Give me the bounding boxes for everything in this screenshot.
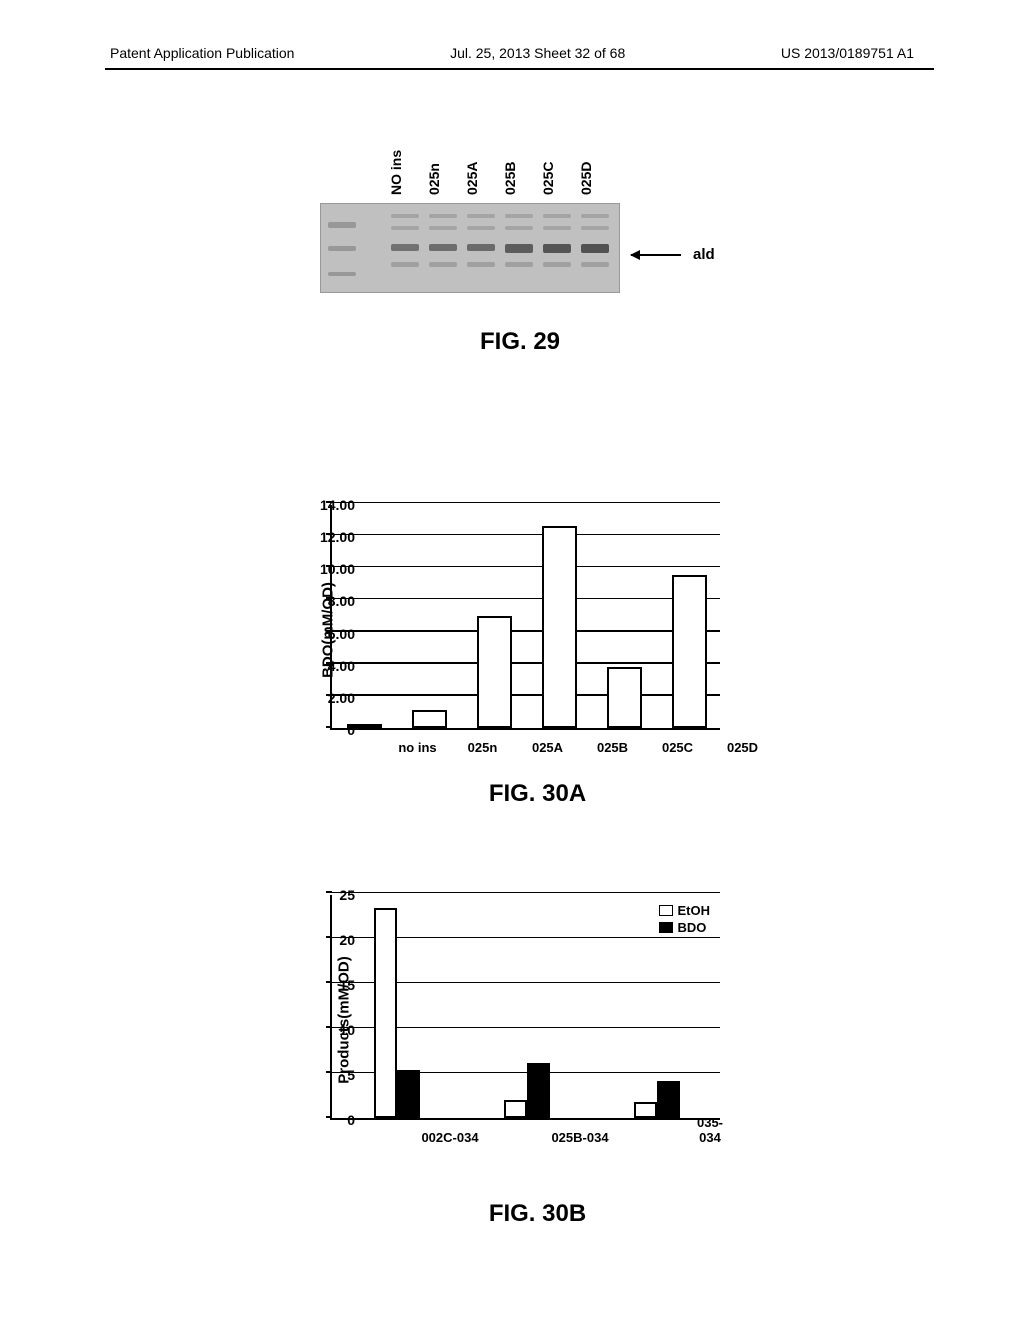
ald-arrow: ald xyxy=(631,246,715,263)
gel-label: 025n xyxy=(426,140,464,195)
legend-swatch xyxy=(659,905,673,916)
ald-label: ald xyxy=(693,246,715,263)
plot-30a xyxy=(330,505,720,730)
x-label: 025B-034 xyxy=(551,1130,608,1145)
y-tick-label: 14.00 xyxy=(320,497,355,513)
legend-item: EtOH xyxy=(659,903,711,918)
bar xyxy=(657,1081,680,1118)
gel-label: NO ins xyxy=(388,140,426,195)
y-tick-label: 4.00 xyxy=(328,658,355,674)
x-label: 025A xyxy=(532,740,563,755)
gel-lane-labels: NO ins025n025A025B025C025D xyxy=(388,140,720,195)
x-label: 035-034 xyxy=(690,1115,730,1145)
x-label: 025C xyxy=(662,740,693,755)
x-label: 002C-034 xyxy=(421,1130,478,1145)
x-label: 025D xyxy=(727,740,758,755)
y-tick-label: 25 xyxy=(339,887,355,903)
legend-30b: EtOH BDO xyxy=(659,903,711,937)
bar xyxy=(504,1100,527,1118)
x-label: 025n xyxy=(468,740,498,755)
y-tick-label: 12.00 xyxy=(320,529,355,545)
legend-swatch xyxy=(659,922,673,933)
bar xyxy=(672,575,708,728)
bar xyxy=(634,1102,657,1118)
figure-30b: Products(mM/OD) EtOHBDO 0510152025 002C-… xyxy=(275,880,745,1228)
gel-image: ald xyxy=(320,203,620,293)
fig30a-title: FIG. 30A xyxy=(330,780,745,808)
gel-label: 025A xyxy=(464,140,502,195)
figure-29: NO ins025n025A025B025C025D ald FIG. 29 xyxy=(320,140,720,356)
fig29-title: FIG. 29 xyxy=(320,328,720,356)
header-center: Jul. 25, 2013 Sheet 32 of 68 xyxy=(450,45,625,61)
header-right: US 2013/0189751 A1 xyxy=(781,45,914,61)
bar xyxy=(607,667,643,728)
bar xyxy=(477,616,513,729)
y-tick-label: 10 xyxy=(339,1022,355,1038)
bar xyxy=(397,1070,420,1118)
gridline xyxy=(332,566,720,568)
gel-lane xyxy=(465,204,497,292)
legend-item: BDO xyxy=(659,920,711,935)
gridline xyxy=(332,502,720,504)
y-tick-label: 15 xyxy=(339,977,355,993)
chart-30b: Products(mM/OD) EtOHBDO 0510152025 002C-… xyxy=(330,880,750,1160)
gel-label: 025D xyxy=(578,140,616,195)
header-left: Patent Application Publication xyxy=(110,45,294,61)
arrow-line xyxy=(631,254,681,256)
x-label: no ins xyxy=(398,740,436,755)
fig30b-title: FIG. 30B xyxy=(330,1200,745,1228)
gridline xyxy=(332,662,720,664)
y-tick-label: 2.00 xyxy=(328,690,355,706)
header-divider xyxy=(105,68,934,70)
y-tick-label: 10.00 xyxy=(320,561,355,577)
gridline xyxy=(332,534,720,536)
gel-lane xyxy=(503,204,535,292)
gel-lane xyxy=(389,204,421,292)
legend-label: BDO xyxy=(678,920,707,935)
bar xyxy=(527,1063,550,1118)
gridline xyxy=(332,694,720,696)
gridline xyxy=(332,598,720,600)
arrow-head-icon xyxy=(630,250,640,260)
bar xyxy=(374,908,397,1118)
y-tick-label: 0 xyxy=(347,1112,355,1128)
y-tick-label: 20 xyxy=(339,932,355,948)
y-tick-label: 5 xyxy=(347,1067,355,1083)
y-tick-label: 0 xyxy=(347,722,355,738)
gel-label: 025C xyxy=(540,140,578,195)
gel-marker-lane xyxy=(326,204,358,292)
gel-lane xyxy=(541,204,573,292)
gel-lane xyxy=(579,204,611,292)
plot-30b: EtOH BDO xyxy=(330,895,720,1120)
x-label: 025B xyxy=(597,740,628,755)
gel-label: 025B xyxy=(502,140,540,195)
y-tick-label: 6.00 xyxy=(328,626,355,642)
chart-30a: BDO(mM/OD) 02.004.006.008.0010.0012.0014… xyxy=(330,490,750,770)
page-header: Patent Application Publication Jul. 25, … xyxy=(0,45,1024,61)
gel-lane xyxy=(427,204,459,292)
bar xyxy=(412,710,448,728)
legend-label: EtOH xyxy=(678,903,711,918)
gridline xyxy=(332,630,720,632)
figure-30a: BDO(mM/OD) 02.004.006.008.0010.0012.0014… xyxy=(275,490,745,808)
bar xyxy=(542,526,578,729)
gridline xyxy=(332,892,720,894)
y-tick-label: 8.00 xyxy=(328,593,355,609)
